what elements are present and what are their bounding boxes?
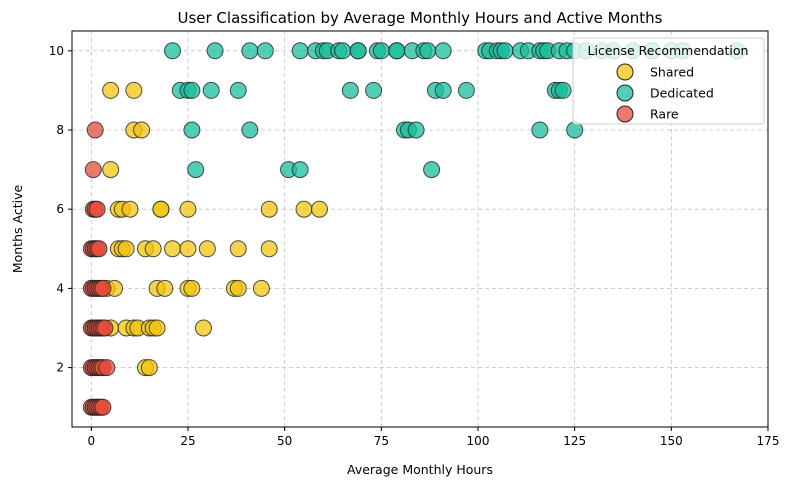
legend: License Recommendation Shared Dedicated Ra… <box>572 37 765 125</box>
point-dedicated <box>291 161 309 179</box>
point-dedicated <box>187 161 205 179</box>
point-dedicated <box>334 42 352 60</box>
point-rare <box>94 398 112 416</box>
point-dedicated <box>291 42 309 60</box>
point-shared <box>125 81 143 99</box>
point-dedicated <box>434 42 452 60</box>
point-shared <box>183 279 201 297</box>
x-tick-label: 25 <box>180 434 195 448</box>
x-tick-label: 125 <box>563 434 586 448</box>
legend-marker-rare <box>616 105 634 123</box>
point-shared <box>102 161 120 179</box>
point-shared <box>144 240 162 258</box>
x-axis-label: Average Monthly Hours <box>347 462 493 477</box>
legend-label-dedicated: Dedicated <box>650 86 714 101</box>
point-dedicated <box>241 42 259 60</box>
point-shared <box>194 319 212 337</box>
point-dedicated <box>365 81 383 99</box>
point-dedicated <box>341 81 359 99</box>
point-dedicated <box>229 81 247 99</box>
legend-title: License Recommendation <box>588 43 749 58</box>
point-shared <box>295 200 313 218</box>
point-rare <box>96 319 114 337</box>
y-tick-label: 6 <box>56 202 64 216</box>
legend-marker-dedicated <box>616 84 634 102</box>
point-shared <box>198 240 216 258</box>
point-shared <box>102 81 120 99</box>
legend-label-rare: Rare <box>650 107 679 122</box>
point-shared <box>229 279 247 297</box>
point-shared <box>148 319 166 337</box>
y-axis: 2 4 6 8 10 <box>49 44 72 375</box>
point-shared <box>260 240 278 258</box>
point-rare <box>84 161 102 179</box>
x-tick-label: 75 <box>374 434 389 448</box>
point-dedicated <box>241 121 259 139</box>
point-dedicated <box>183 81 201 99</box>
point-shared <box>252 279 270 297</box>
x-tick-label: 0 <box>88 434 96 448</box>
point-dedicated <box>419 42 437 60</box>
y-tick-label: 2 <box>56 361 64 375</box>
point-shared <box>310 200 328 218</box>
point-shared <box>260 200 278 218</box>
point-dedicated <box>531 121 549 139</box>
legend-label-shared: Shared <box>650 65 694 80</box>
point-dedicated <box>496 42 514 60</box>
chart-title: User Classification by Average Monthly H… <box>177 9 662 27</box>
point-dedicated <box>349 42 367 60</box>
point-dedicated <box>554 81 572 99</box>
legend-marker-shared <box>616 63 634 81</box>
point-rare <box>90 240 108 258</box>
y-tick-label: 10 <box>49 44 64 58</box>
point-shared <box>121 200 139 218</box>
point-rare <box>98 359 116 377</box>
point-shared <box>133 121 151 139</box>
point-shared <box>179 200 197 218</box>
point-shared <box>156 279 174 297</box>
point-dedicated <box>457 81 475 99</box>
x-tick-label: 175 <box>757 434 780 448</box>
point-shared <box>164 240 182 258</box>
point-dedicated <box>206 42 224 60</box>
point-dedicated <box>372 42 390 60</box>
legend-box <box>572 37 765 125</box>
point-dedicated <box>202 81 220 99</box>
plot-frame <box>71 30 769 428</box>
x-axis: 0 25 50 75 100 125 150 175 <box>88 427 780 448</box>
point-rare <box>94 279 112 297</box>
point-shared <box>117 240 135 258</box>
x-tick-label: 100 <box>467 434 490 448</box>
point-shared <box>229 240 247 258</box>
point-dedicated <box>388 42 406 60</box>
point-dedicated <box>407 121 425 139</box>
y-tick-label: 4 <box>56 281 64 295</box>
point-dedicated <box>256 42 274 60</box>
y-axis-label: Months Active <box>10 185 25 274</box>
x-tick-label: 50 <box>277 434 292 448</box>
point-dedicated <box>164 42 182 60</box>
point-dedicated <box>423 161 441 179</box>
y-tick-label: 8 <box>56 123 64 137</box>
point-dedicated <box>183 121 201 139</box>
point-shared <box>179 240 197 258</box>
point-rare <box>88 200 106 218</box>
point-shared <box>140 359 158 377</box>
x-tick-label: 150 <box>660 434 683 448</box>
point-dedicated <box>434 81 452 99</box>
point-rare <box>86 121 104 139</box>
point-shared <box>152 200 170 218</box>
